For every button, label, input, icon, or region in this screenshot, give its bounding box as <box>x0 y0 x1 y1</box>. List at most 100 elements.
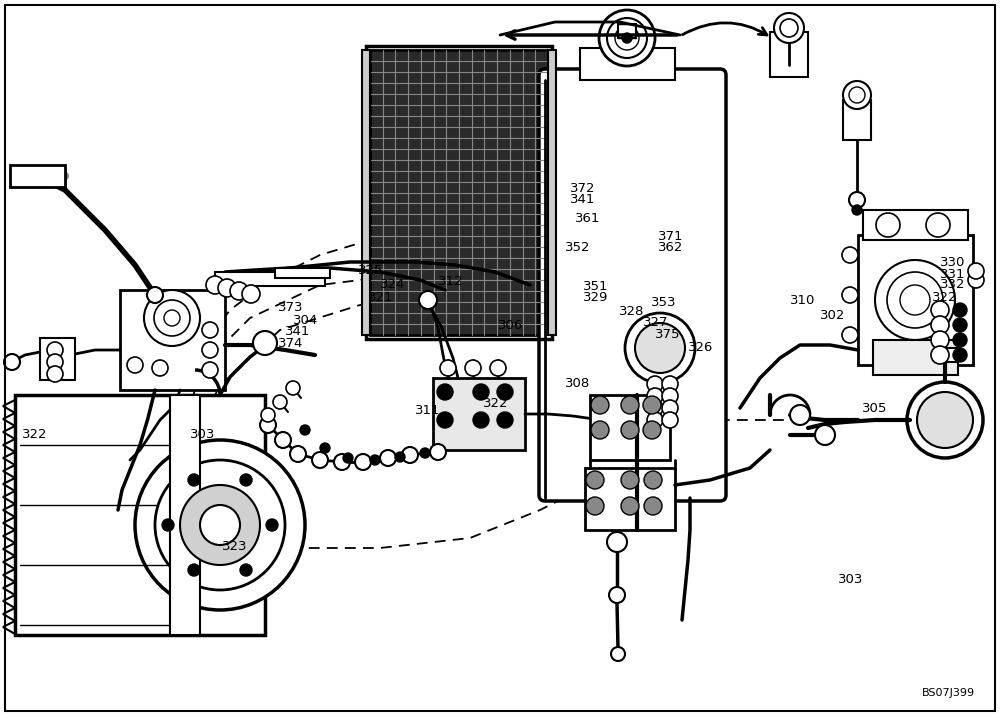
Circle shape <box>843 81 871 109</box>
Circle shape <box>887 272 943 328</box>
Circle shape <box>780 19 798 37</box>
Circle shape <box>490 360 506 376</box>
Text: 373: 373 <box>278 301 304 314</box>
Bar <box>433 378 525 450</box>
Circle shape <box>591 396 609 414</box>
Circle shape <box>647 388 663 404</box>
Bar <box>580 48 675 80</box>
Circle shape <box>230 282 248 300</box>
Circle shape <box>420 448 430 458</box>
Circle shape <box>842 287 858 303</box>
Circle shape <box>440 360 456 376</box>
Circle shape <box>127 357 143 373</box>
Circle shape <box>662 400 678 416</box>
Circle shape <box>152 360 168 376</box>
Circle shape <box>240 474 252 486</box>
Text: 341: 341 <box>570 193 595 205</box>
Circle shape <box>473 412 489 428</box>
Circle shape <box>312 452 328 468</box>
Circle shape <box>953 348 967 362</box>
Text: 308: 308 <box>565 377 590 390</box>
Circle shape <box>334 454 350 470</box>
Circle shape <box>635 323 685 373</box>
Text: 324: 324 <box>380 279 405 291</box>
Text: 322: 322 <box>483 397 509 410</box>
Text: 325: 325 <box>358 264 384 277</box>
Circle shape <box>647 400 663 416</box>
Circle shape <box>202 342 218 358</box>
Circle shape <box>644 471 662 489</box>
Bar <box>863 210 968 240</box>
Bar <box>770 32 808 77</box>
Bar <box>40 338 75 380</box>
Circle shape <box>275 432 291 448</box>
Bar <box>548 50 556 335</box>
Circle shape <box>662 376 678 392</box>
Circle shape <box>875 260 955 340</box>
Circle shape <box>437 412 453 428</box>
Circle shape <box>430 444 446 460</box>
Circle shape <box>849 192 865 208</box>
Circle shape <box>586 497 604 515</box>
Bar <box>590 395 670 460</box>
Text: 371: 371 <box>658 230 684 243</box>
Circle shape <box>643 421 661 439</box>
Circle shape <box>953 303 967 317</box>
Bar <box>170 395 200 635</box>
Circle shape <box>147 287 163 303</box>
Circle shape <box>286 381 300 395</box>
Text: 303: 303 <box>838 574 863 586</box>
Bar <box>858 235 973 365</box>
Circle shape <box>300 425 310 435</box>
Circle shape <box>815 425 835 445</box>
Bar <box>215 272 325 286</box>
Circle shape <box>643 396 661 414</box>
Circle shape <box>622 33 632 43</box>
Circle shape <box>343 453 353 463</box>
Circle shape <box>261 408 275 422</box>
Text: 329: 329 <box>583 291 608 304</box>
Circle shape <box>917 392 973 448</box>
Circle shape <box>609 587 625 603</box>
Circle shape <box>621 421 639 439</box>
Circle shape <box>849 87 865 103</box>
Circle shape <box>968 272 984 288</box>
Circle shape <box>842 247 858 263</box>
Circle shape <box>164 310 180 326</box>
Circle shape <box>47 354 63 370</box>
Text: 321: 321 <box>368 291 394 304</box>
Text: 323: 323 <box>222 540 248 553</box>
Circle shape <box>968 263 984 279</box>
Circle shape <box>273 395 287 409</box>
Circle shape <box>240 564 252 576</box>
Circle shape <box>647 376 663 392</box>
Text: 327: 327 <box>643 316 668 329</box>
Circle shape <box>931 316 949 334</box>
Circle shape <box>611 647 625 661</box>
Text: 306: 306 <box>498 319 523 332</box>
Circle shape <box>591 421 609 439</box>
Circle shape <box>465 360 481 376</box>
Circle shape <box>852 205 862 215</box>
Text: 305: 305 <box>862 402 887 415</box>
Circle shape <box>155 460 285 590</box>
Circle shape <box>497 384 513 400</box>
Bar <box>618 24 636 38</box>
Bar <box>15 395 265 635</box>
Bar <box>275 268 330 278</box>
Circle shape <box>144 290 200 346</box>
Bar <box>366 46 552 339</box>
Circle shape <box>790 405 810 425</box>
Circle shape <box>188 564 200 576</box>
Circle shape <box>437 384 453 400</box>
Text: 332: 332 <box>940 279 966 291</box>
Text: 352: 352 <box>565 241 590 253</box>
Text: 312: 312 <box>438 275 464 288</box>
Circle shape <box>662 412 678 428</box>
Text: 311: 311 <box>415 404 440 417</box>
Circle shape <box>931 331 949 349</box>
Circle shape <box>647 412 663 428</box>
Circle shape <box>907 382 983 458</box>
Bar <box>10 165 65 187</box>
Circle shape <box>607 532 627 552</box>
